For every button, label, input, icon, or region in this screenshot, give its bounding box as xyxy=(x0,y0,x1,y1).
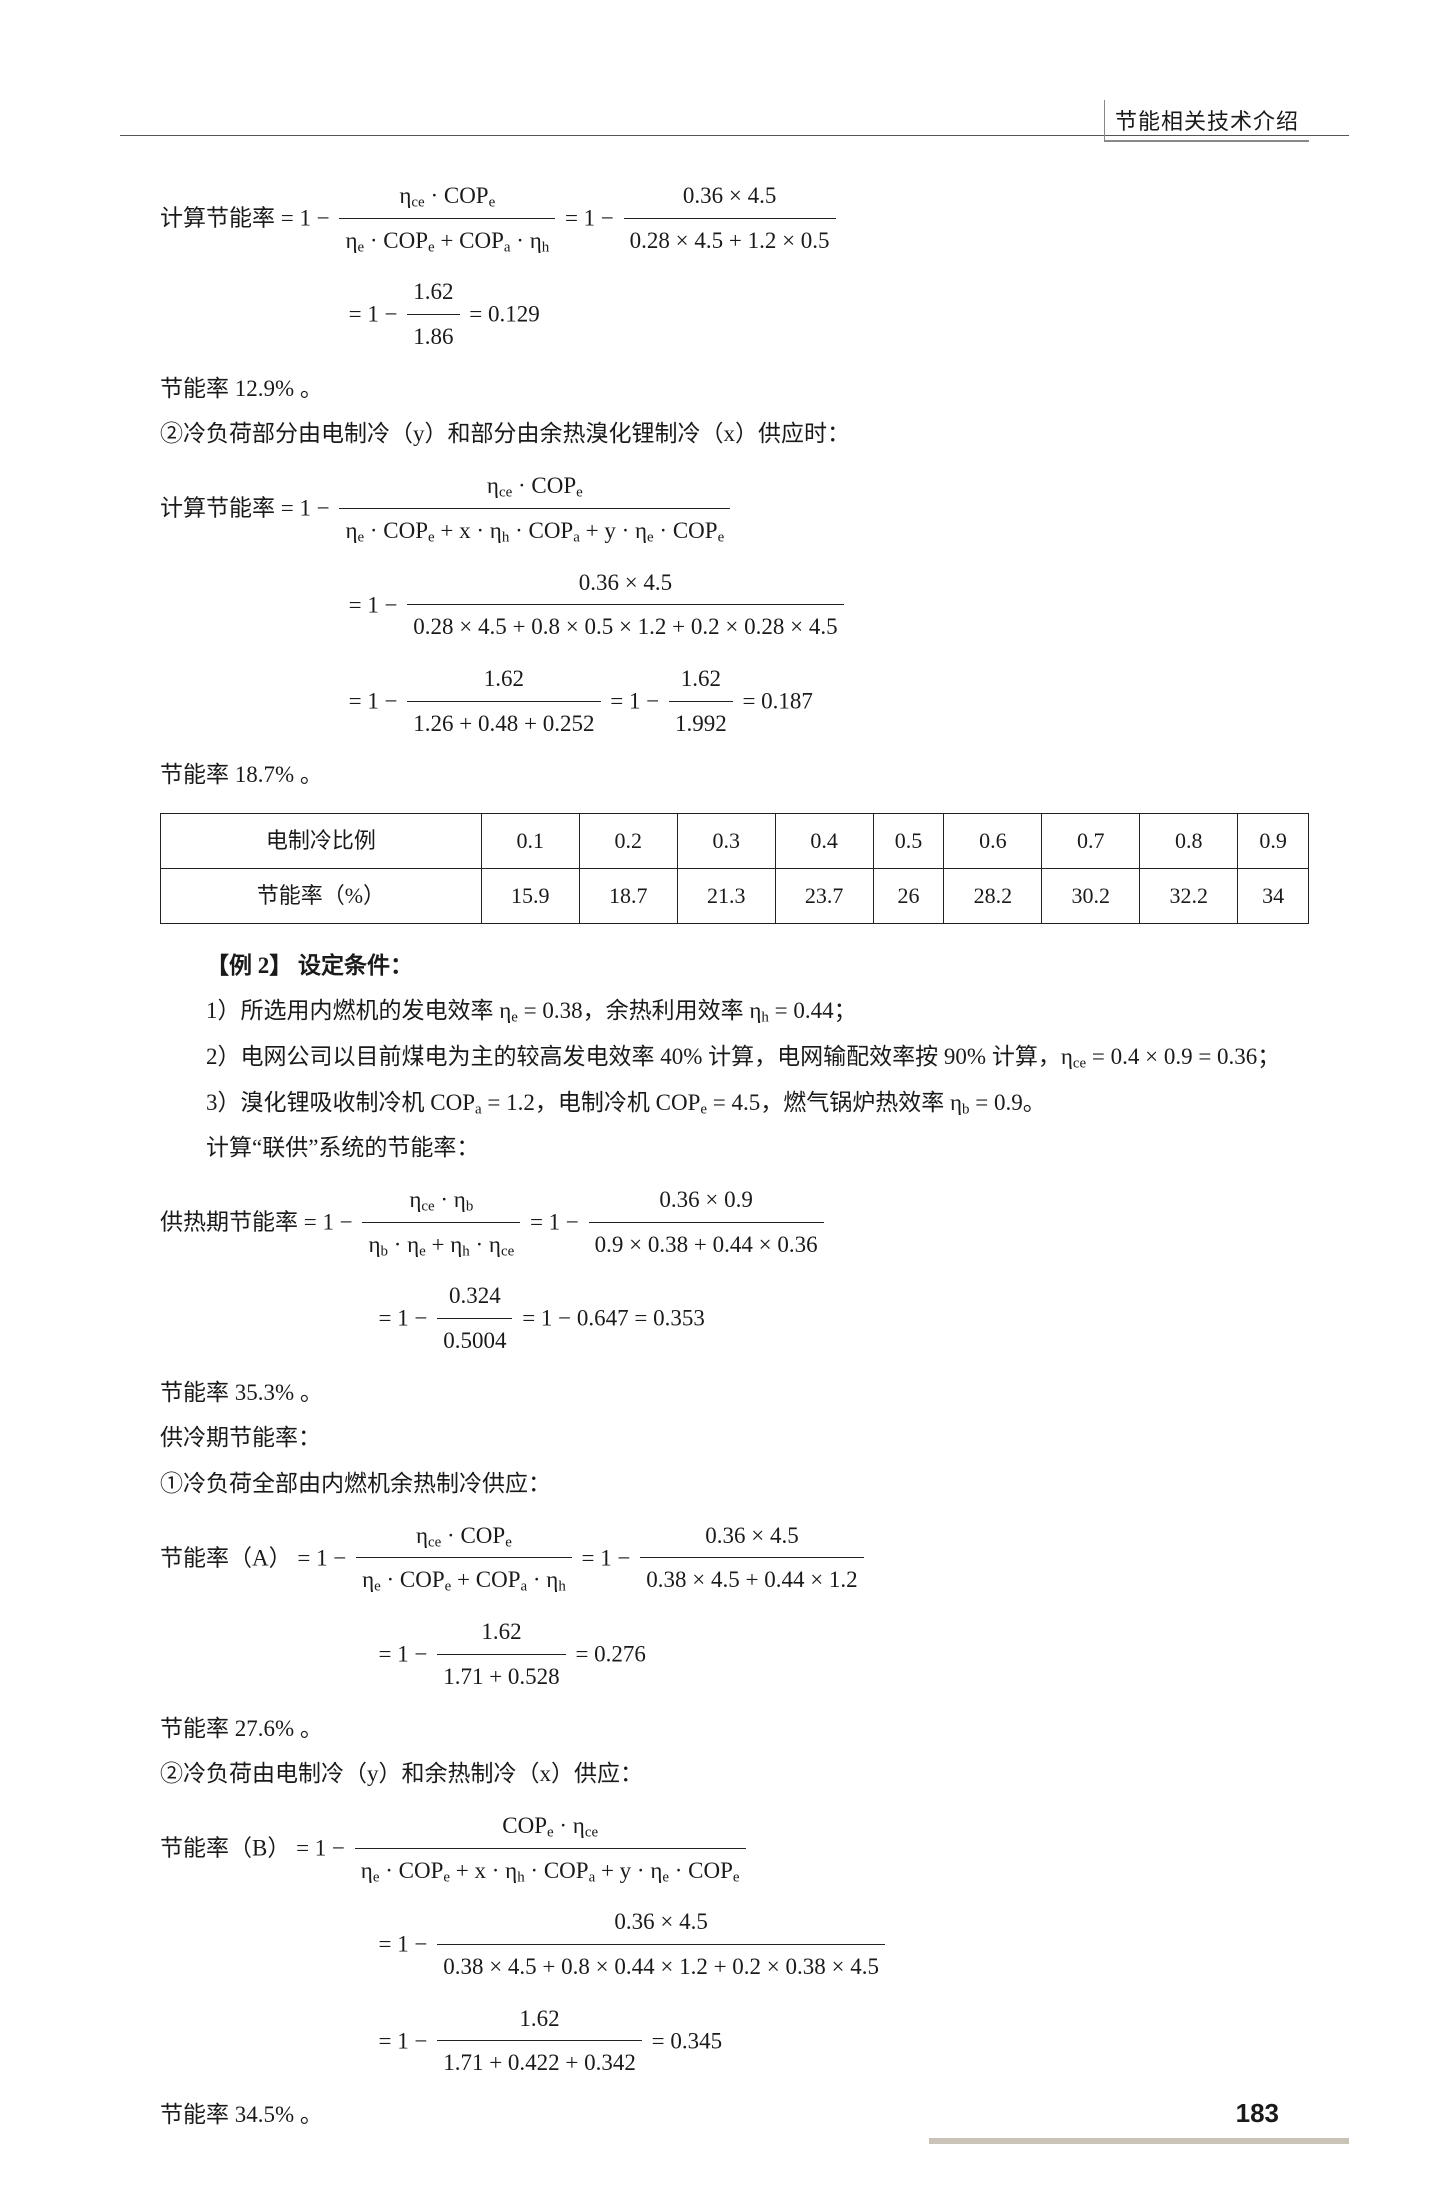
table-row: 电制冷比例0.10.20.30.40.50.60.70.80.9 xyxy=(161,813,1309,868)
table-cell: 0.4 xyxy=(775,813,873,868)
table-cell: 0.9 xyxy=(1238,813,1309,868)
line-case-2: ②冷负荷部分由电制冷（y）和部分由余热溴化锂制冷（x）供应时： xyxy=(160,412,1309,456)
page-number: 183 xyxy=(1236,2098,1279,2129)
table-cell: 0.1 xyxy=(481,813,579,868)
cooling-period-label: 供冷期节能率： xyxy=(160,1416,1309,1460)
table-cell: 节能率（%） xyxy=(161,868,482,923)
equation-4b: = 1 − 1.621.71 + 0.528 = 0.276 xyxy=(160,1610,1309,1698)
equation-1: 计算节能率 = 1 − ηce · COPe ηe · COPe + COPa … xyxy=(160,174,1309,262)
ratio-table: 电制冷比例0.10.20.30.40.50.60.70.80.9 节能率（%）1… xyxy=(160,813,1309,924)
table-cell: 0.3 xyxy=(677,813,775,868)
line-rate-12-9: 节能率 12.9% 。 xyxy=(160,367,1309,411)
cond-2: 2）电网公司以目前煤电为主的较高发电效率 40% 计算，电网输配效率按 90% … xyxy=(160,1035,1309,1079)
table-cell: 34 xyxy=(1238,868,1309,923)
table-cell: 0.8 xyxy=(1140,813,1238,868)
page: 节能相关技术介绍 计算节能率 = 1 − ηce · COPe ηe · COP… xyxy=(0,0,1449,2199)
equation-4: 节能率（A） = 1 − ηce · COPeηe · COPe + COPa … xyxy=(160,1514,1309,1602)
eq1-label: 计算节能率 = 1 − xyxy=(160,205,330,230)
table-cell: 21.3 xyxy=(677,868,775,923)
eq1-frac1: ηce · COPe ηe · COPe + COPa · ηh xyxy=(339,174,555,262)
cond-3: 3）溴化锂吸收制冷机 COPa = 1.2，电制冷机 COPe = 4.5，燃气… xyxy=(160,1081,1309,1125)
table-cell: 0.5 xyxy=(873,813,944,868)
table-cell: 18.7 xyxy=(579,868,677,923)
cooling-case-1: ①冷负荷全部由内燃机余热制冷供应： xyxy=(160,1462,1309,1506)
equation-2c: = 1 − 1.621.26 + 0.48 + 0.252 = 1 − 1.62… xyxy=(160,657,1309,745)
table-cell: 23.7 xyxy=(775,868,873,923)
header-rule: 节能相关技术介绍 xyxy=(120,100,1349,136)
equation-5: 节能率（B） = 1 − COPe · ηceηe · COPe + x · η… xyxy=(160,1804,1309,1892)
cond-1: 1）所选用内燃机的发电效率 ηe = 0.38，余热利用效率 ηh = 0.44… xyxy=(160,989,1309,1033)
table-cell: 0.6 xyxy=(944,813,1042,868)
table-cell: 28.2 xyxy=(944,868,1042,923)
footer-bar xyxy=(929,2138,1349,2144)
table-cell: 0.2 xyxy=(579,813,677,868)
section-title: 节能相关技术介绍 xyxy=(1104,100,1309,142)
equation-2: 计算节能率 = 1 − ηce · COPe ηe · COPe + x · η… xyxy=(160,464,1309,552)
line-rate-35-3: 节能率 35.3% 。 xyxy=(160,1371,1309,1415)
equation-2b: = 1 − 0.36 × 4.50.28 × 4.5 + 0.8 × 0.5 ×… xyxy=(160,561,1309,649)
table-cell: 30.2 xyxy=(1042,868,1140,923)
calc-joint: 计算“联供”系统的节能率： xyxy=(160,1126,1309,1170)
equation-3b: = 1 − 0.3240.5004 = 1 − 0.647 = 0.353 xyxy=(160,1274,1309,1362)
table-cell: 32.2 xyxy=(1140,868,1238,923)
equation-1b: = 1 − 1.621.86 = 0.129 xyxy=(160,270,1309,358)
cooling-case-2: ②冷负荷由电制冷（y）和余热制冷（x）供应： xyxy=(160,1752,1309,1796)
equation-5c: = 1 − 1.621.71 + 0.422 + 0.342 = 0.345 xyxy=(160,1997,1309,2085)
line-rate-18-7: 节能率 18.7% 。 xyxy=(160,753,1309,797)
table-cell: 0.7 xyxy=(1042,813,1140,868)
table-row: 节能率（%）15.918.721.323.72628.230.232.234 xyxy=(161,868,1309,923)
table-cell: 26 xyxy=(873,868,944,923)
table-cell: 15.9 xyxy=(481,868,579,923)
content: 计算节能率 = 1 − ηce · COPe ηe · COPe + COPa … xyxy=(120,136,1349,2137)
example-2-title: 【例 2】 设定条件： xyxy=(160,944,1309,988)
table-cell: 电制冷比例 xyxy=(161,813,482,868)
equation-5b: = 1 − 0.36 × 4.50.38 × 4.5 + 0.8 × 0.44 … xyxy=(160,1900,1309,1988)
line-rate-34-5: 节能率 34.5% 。 xyxy=(160,2093,1309,2137)
line-rate-27-6: 节能率 27.6% 。 xyxy=(160,1707,1309,1751)
equation-3: 供热期节能率 = 1 − ηce · ηbηb · ηe + ηh · ηce … xyxy=(160,1178,1309,1266)
eq1-frac2: 0.36 × 4.5 0.28 × 4.5 + 1.2 × 0.5 xyxy=(624,174,836,262)
